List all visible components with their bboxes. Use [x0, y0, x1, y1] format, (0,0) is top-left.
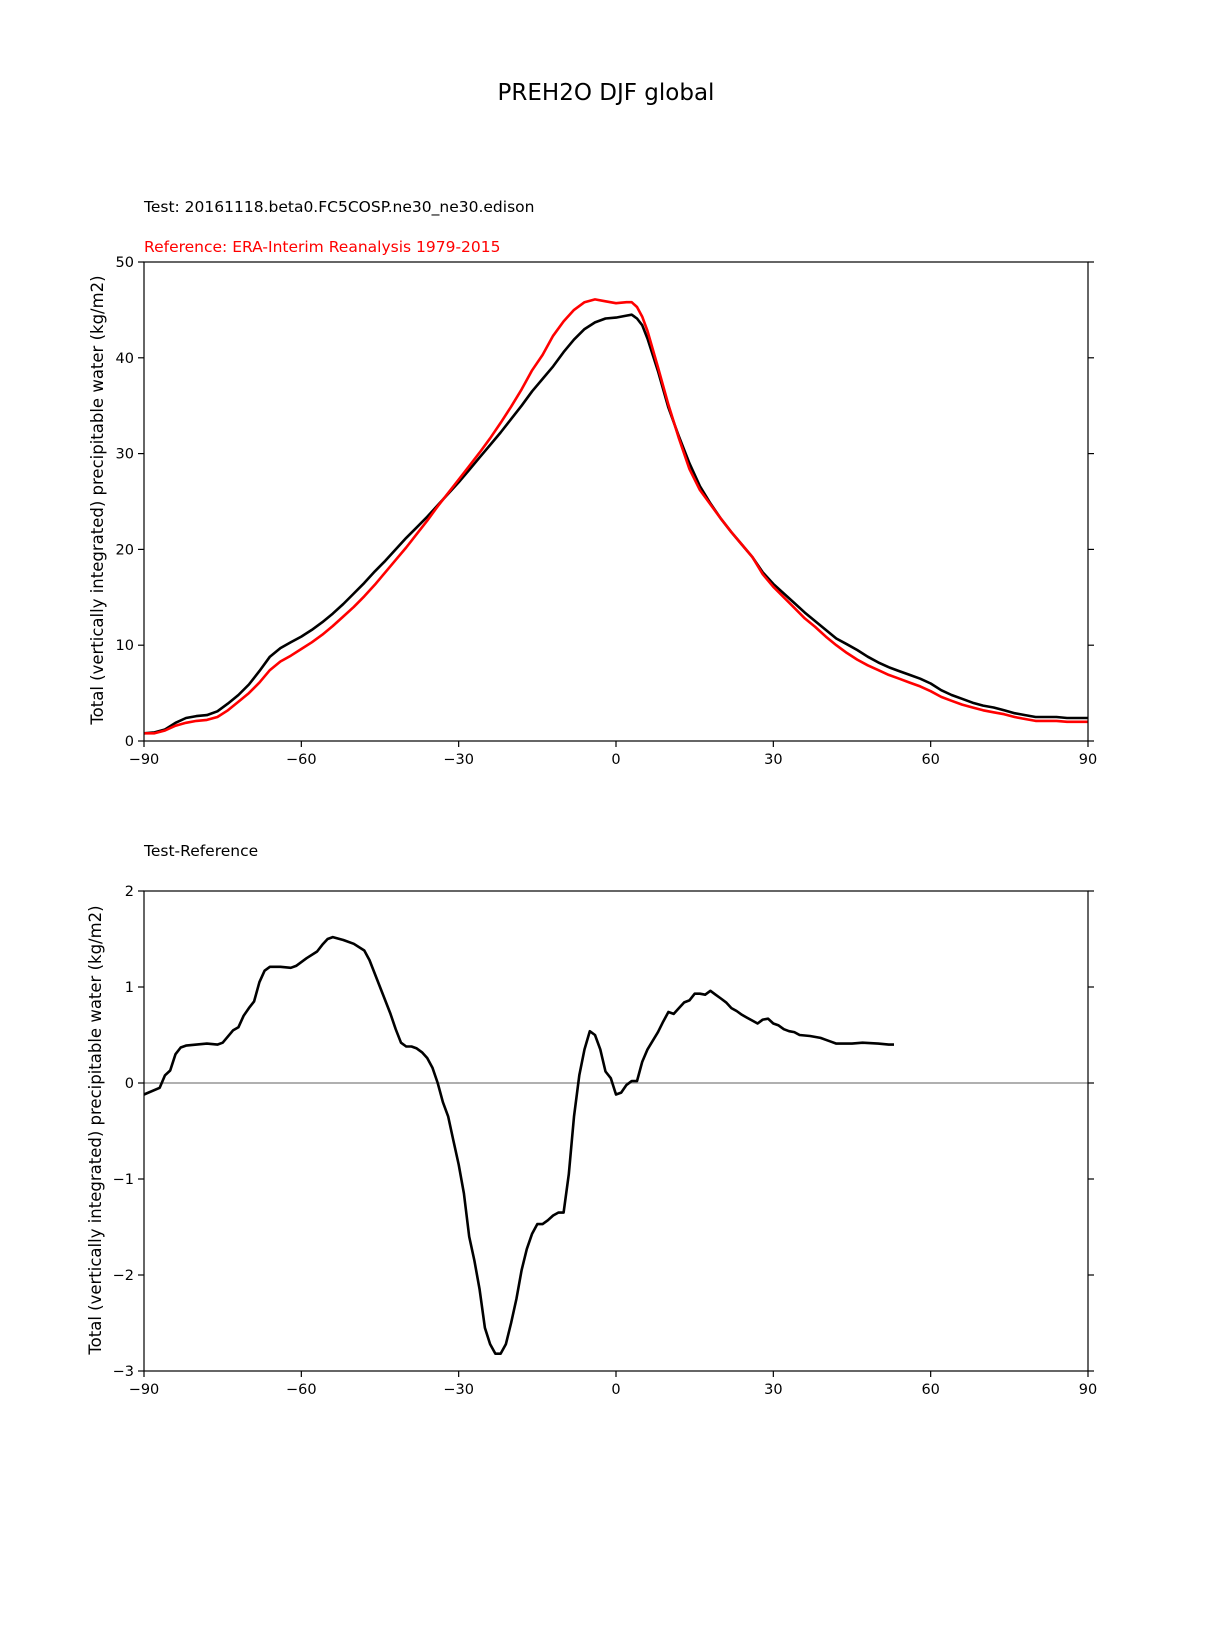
bottom-y-tick-label: −2 — [113, 1268, 134, 1284]
top-y-tick-label: 20 — [116, 542, 134, 558]
top-y-tick-label: 50 — [116, 255, 134, 271]
figure-title: PREH2O DJF global — [498, 80, 715, 106]
top-x-tick-label: 60 — [921, 752, 939, 768]
bottom-x-tick-label: −30 — [443, 1382, 474, 1398]
reference-label: Reference: ERA-Interim Reanalysis 1979-2… — [144, 238, 501, 256]
bottom-x-tick-label: 60 — [921, 1382, 939, 1398]
top-y-axis-label: Total (vertically integrated) precipitab… — [88, 275, 107, 725]
top-axes: −90 −60 −30 0 30 60 90 0 10 20 30 40 50 — [116, 255, 1098, 768]
bottom-x-tick-label: 0 — [611, 1382, 620, 1398]
bottom-y-tick-label: −3 — [113, 1364, 134, 1380]
test-label: Test: 20161118.beta0.FC5COSP.ne30_ne30.e… — [143, 198, 534, 217]
bottom-y-axis-label: Total (vertically integrated) precipitab… — [86, 905, 105, 1355]
top-x-tick-label: 90 — [1079, 752, 1097, 768]
bottom-x-tick-label: −60 — [286, 1382, 317, 1398]
diff-label: Test-Reference — [143, 842, 258, 860]
top-x-tick-label: 0 — [611, 752, 620, 768]
bottom-y-tick-label: 1 — [125, 980, 134, 996]
bottom-plot-frame — [143, 890, 1089, 1372]
bottom-y-tick-label: 0 — [125, 1076, 134, 1092]
top-panel: Test: 20161118.beta0.FC5COSP.ne30_ne30.e… — [88, 198, 1097, 768]
top-x-tick-label: −30 — [443, 752, 474, 768]
top-y-tick-label: 0 — [125, 734, 134, 750]
bottom-axes: −90 −60 −30 0 30 60 90 −3 −2 −1 0 1 2 — [113, 884, 1098, 1398]
bottom-panel: Test-Reference −90 −60 −30 0 30 60 90 −3 −2 −1 0 1 2… — [86, 842, 1097, 1398]
top-y-tick-label: 30 — [116, 447, 134, 463]
bottom-series-line-0 — [143, 935, 894, 1355]
top-series-line-0 — [143, 313, 1088, 735]
top-x-tick-label: −90 — [129, 752, 160, 768]
top-x-tick-label: −60 — [286, 752, 317, 768]
bottom-y-tick-label: 2 — [125, 884, 134, 900]
top-series-line-1 — [144, 298, 1088, 735]
top-y-tick-label: 40 — [116, 351, 134, 367]
bottom-y-tick-label: −1 — [113, 1172, 134, 1188]
bottom-x-tick-label: 90 — [1079, 1382, 1097, 1398]
top-plot-frame — [143, 261, 1089, 742]
bottom-x-tick-label: −90 — [129, 1382, 160, 1398]
top-y-tick-label: 10 — [116, 638, 134, 654]
bottom-x-tick-label: 30 — [764, 1382, 782, 1398]
top-x-tick-label: 30 — [764, 752, 782, 768]
